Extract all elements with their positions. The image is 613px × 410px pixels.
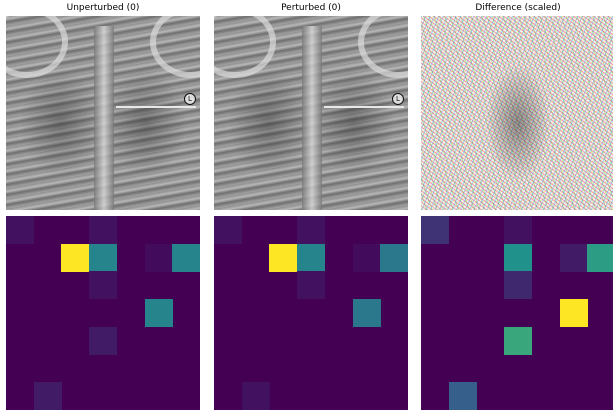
heatmap-cell [559,243,588,272]
heatmap-cell [144,299,173,328]
heatmap-cell [214,216,242,244]
heatmap-cell [297,271,326,300]
heatmap-cell [297,216,326,244]
spine-shape [94,26,114,210]
side-marker: L [392,93,404,105]
heatmap-cell [144,243,173,272]
spine-shape [302,26,322,210]
heatmap-cell [6,216,34,244]
title-difference: Difference (scaled) [475,3,561,13]
heatmap-difference [421,216,613,410]
heatmap-cell [269,243,298,272]
heatmap-cell [297,243,326,272]
heatmap-cell [587,243,613,272]
heatmap-cell [352,299,381,328]
heatmap-cell [33,382,62,410]
lead-wire-shape [116,106,196,108]
title-perturbed: Perturbed (0) [281,3,341,13]
heatmap-cell [241,382,270,410]
heatmap-cell [89,216,118,244]
heatmap-cell [380,243,408,272]
difference-noise-image [421,16,613,210]
xray-perturbed-image: L [214,16,408,210]
heatmap-cell [61,243,90,272]
heatmap-cell [448,382,477,410]
shoulder-right-shape [358,16,408,78]
heatmap-cell [559,299,588,328]
shoulder-left-shape [214,16,276,78]
heatmap-cell [504,271,533,300]
heatmap-cell [89,243,118,272]
side-marker: L [184,93,196,105]
heatmap-unperturbed [6,216,200,410]
heatmap-cell [421,216,449,244]
title-unperturbed: Unperturbed (0) [66,3,140,13]
heatmap-cell [172,243,200,272]
shoulder-right-shape [150,16,200,78]
heatmap-perturbed [214,216,408,410]
heatmap-cell [504,243,533,272]
lead-wire-shape [324,106,404,108]
heatmap-cell [89,326,118,355]
heatmap-cell [352,243,381,272]
heatmap-cell [504,326,533,355]
heatmap-cell [504,216,533,244]
shoulder-left-shape [6,16,68,78]
heatmap-cell [89,271,118,300]
xray-unperturbed-image: L [6,16,200,210]
